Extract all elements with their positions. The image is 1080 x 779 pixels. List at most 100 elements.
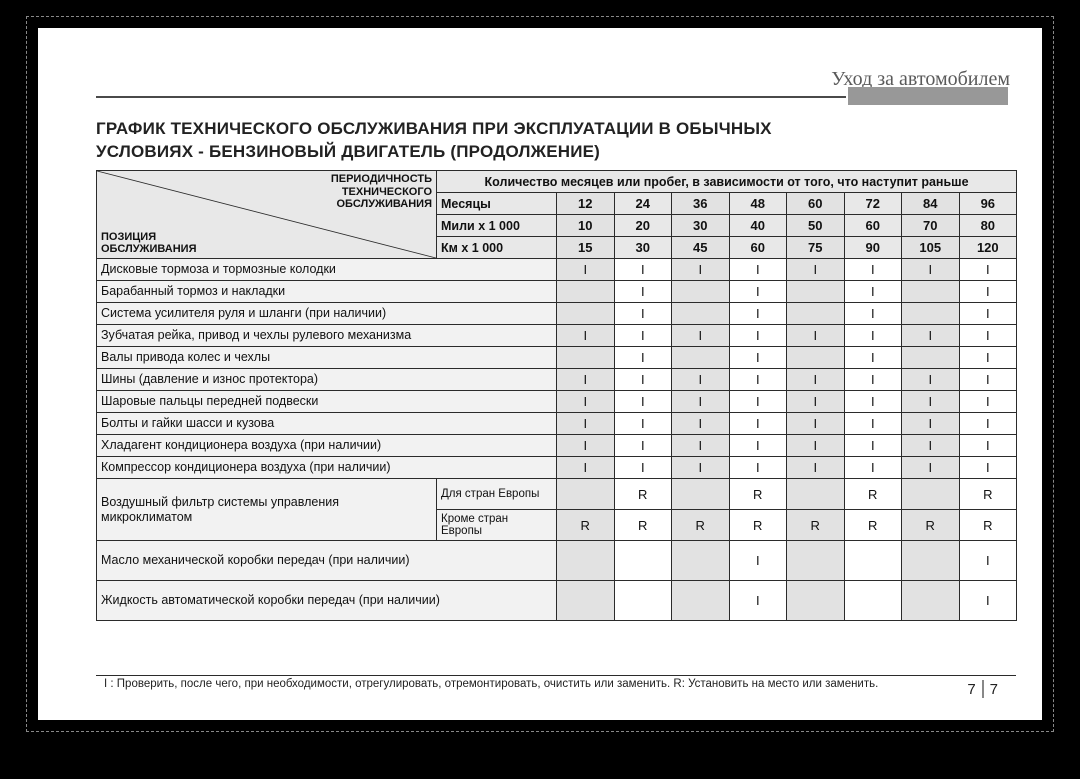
filter-variant: Для стран Европы xyxy=(437,479,557,510)
item-val: I xyxy=(729,369,787,391)
filter-val: R xyxy=(959,510,1017,541)
item-val: I xyxy=(959,303,1017,325)
unit-val: 84 xyxy=(902,193,960,215)
unit-val: 105 xyxy=(902,237,960,259)
item-val: I xyxy=(672,369,730,391)
filter-variant: Кроме стран Европы xyxy=(437,510,557,541)
unit-label-2: Км x 1 000 xyxy=(437,237,557,259)
band-header: Количество месяцев или пробег, в зависим… xyxy=(437,171,1017,193)
page-number-chapter: 7 xyxy=(967,681,975,698)
item-val: I xyxy=(844,369,902,391)
item-val xyxy=(614,581,672,621)
item-label: Валы привода колес и чехлы xyxy=(97,347,557,369)
item-val xyxy=(787,581,845,621)
filter-val: R xyxy=(959,479,1017,510)
item-val: I xyxy=(844,259,902,281)
item-val: I xyxy=(557,457,615,479)
item-label: Масло механической коробки передач (при … xyxy=(97,541,557,581)
page-number: 7 7 xyxy=(967,680,998,698)
item-label: Дисковые тормоза и тормозные колодки xyxy=(97,259,557,281)
footnote-rule xyxy=(96,675,1016,676)
item-val xyxy=(557,303,615,325)
item-val: I xyxy=(729,303,787,325)
item-val: I xyxy=(614,457,672,479)
page-number-sep xyxy=(982,680,984,698)
unit-val: 48 xyxy=(729,193,787,215)
filter-val xyxy=(672,479,730,510)
unit-val: 60 xyxy=(844,215,902,237)
item-val xyxy=(844,541,902,581)
filter-val: R xyxy=(729,479,787,510)
item-val: I xyxy=(672,457,730,479)
filter-val xyxy=(557,479,615,510)
item-label: Шины (давление и износ протектора) xyxy=(97,369,557,391)
filter-val: R xyxy=(902,510,960,541)
item-val xyxy=(902,347,960,369)
item-val: I xyxy=(729,435,787,457)
item-val xyxy=(902,541,960,581)
item-val: I xyxy=(902,369,960,391)
item-val: I xyxy=(557,369,615,391)
item-val: I xyxy=(557,391,615,413)
unit-val: 120 xyxy=(959,237,1017,259)
item-val: I xyxy=(959,325,1017,347)
unit-val: 10 xyxy=(557,215,615,237)
item-val: I xyxy=(614,325,672,347)
item-val: I xyxy=(787,369,845,391)
unit-val: 70 xyxy=(902,215,960,237)
unit-label-0: Месяцы xyxy=(437,193,557,215)
item-val: I xyxy=(959,413,1017,435)
diag-bottom-left: ПОЗИЦИЯОБСЛУЖИВАНИЯ xyxy=(101,231,197,256)
item-val: I xyxy=(844,391,902,413)
item-val xyxy=(672,541,730,581)
maintenance-table-wrap: ПЕРИОДИЧНОСТЬТЕХНИЧЕСКОГООБСЛУЖИВАНИЯПОЗ… xyxy=(96,170,1016,621)
unit-val: 20 xyxy=(614,215,672,237)
item-val: I xyxy=(902,435,960,457)
item-label: Зубчатая рейка, привод и чехлы рулевого … xyxy=(97,325,557,347)
footnote: I : Проверить, после чего, при необходим… xyxy=(104,678,878,690)
item-val: I xyxy=(614,435,672,457)
item-val xyxy=(672,303,730,325)
header-rule xyxy=(96,96,846,98)
item-val: I xyxy=(787,259,845,281)
item-val: I xyxy=(557,259,615,281)
filter-val: R xyxy=(729,510,787,541)
unit-val: 50 xyxy=(787,215,845,237)
item-val: I xyxy=(672,435,730,457)
item-val: I xyxy=(902,391,960,413)
item-label: Хладагент кондиционера воздуха (при нали… xyxy=(97,435,557,457)
filter-val: R xyxy=(844,510,902,541)
item-val: I xyxy=(959,369,1017,391)
item-val: I xyxy=(729,347,787,369)
item-val: I xyxy=(729,581,787,621)
item-val: I xyxy=(672,259,730,281)
filter-label: Воздушный фильтр системы управления микр… xyxy=(97,479,437,541)
title-line-1: ГРАФИК ТЕХНИЧЕСКОГО ОБСЛУЖИВАНИЯ ПРИ ЭКС… xyxy=(96,119,772,138)
item-val xyxy=(672,281,730,303)
filter-val: R xyxy=(614,479,672,510)
item-val xyxy=(902,581,960,621)
item-val xyxy=(672,347,730,369)
item-label: Система усилителя руля и шланги (при нал… xyxy=(97,303,557,325)
unit-val: 60 xyxy=(729,237,787,259)
item-val: I xyxy=(902,259,960,281)
maintenance-table: ПЕРИОДИЧНОСТЬТЕХНИЧЕСКОГООБСЛУЖИВАНИЯПОЗ… xyxy=(96,170,1017,621)
item-val: I xyxy=(729,281,787,303)
item-val: I xyxy=(614,413,672,435)
unit-val: 80 xyxy=(959,215,1017,237)
item-label: Барабанный тормоз и накладки xyxy=(97,281,557,303)
unit-val: 75 xyxy=(787,237,845,259)
item-val: I xyxy=(844,281,902,303)
item-label: Компрессор кондиционера воздуха (при нал… xyxy=(97,457,557,479)
item-val xyxy=(787,541,845,581)
unit-val: 90 xyxy=(844,237,902,259)
item-val: I xyxy=(729,457,787,479)
filter-val: R xyxy=(557,510,615,541)
filter-val: R xyxy=(672,510,730,541)
item-val: I xyxy=(614,281,672,303)
item-val: I xyxy=(557,413,615,435)
unit-val: 12 xyxy=(557,193,615,215)
item-val: I xyxy=(902,457,960,479)
item-val xyxy=(557,281,615,303)
item-val: I xyxy=(729,541,787,581)
